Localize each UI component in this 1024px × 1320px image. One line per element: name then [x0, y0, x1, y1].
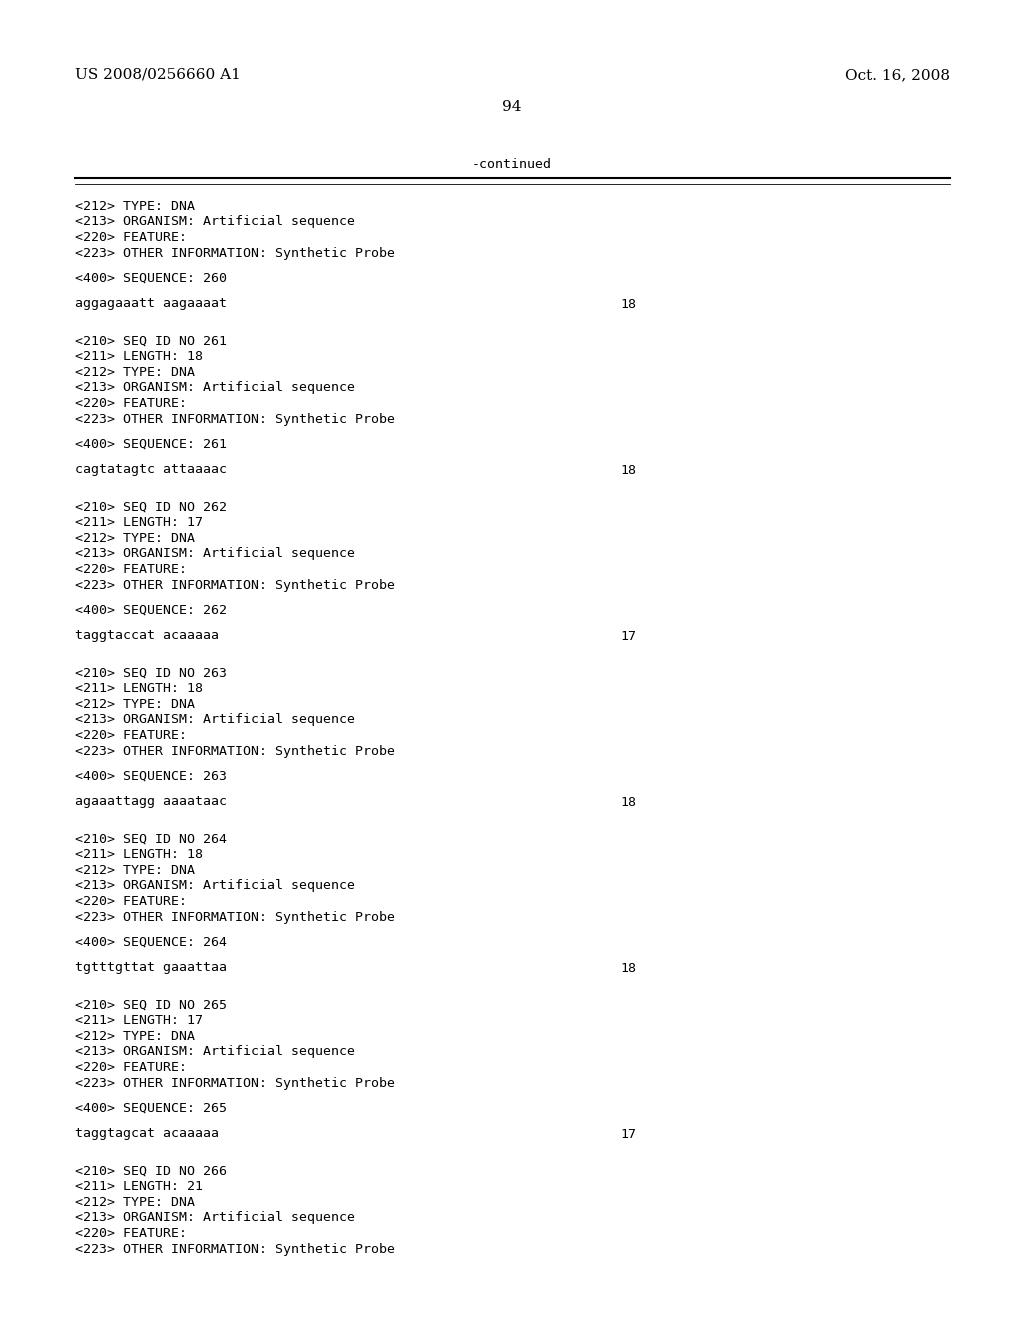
Text: <223> OTHER INFORMATION: Synthetic Probe: <223> OTHER INFORMATION: Synthetic Probe	[75, 412, 395, 425]
Text: <220> FEATURE:: <220> FEATURE:	[75, 564, 187, 576]
Text: <211> LENGTH: 21: <211> LENGTH: 21	[75, 1180, 203, 1193]
Text: <223> OTHER INFORMATION: Synthetic Probe: <223> OTHER INFORMATION: Synthetic Probe	[75, 1242, 395, 1255]
Text: <212> TYPE: DNA: <212> TYPE: DNA	[75, 366, 195, 379]
Text: <220> FEATURE:: <220> FEATURE:	[75, 397, 187, 411]
Text: <210> SEQ ID NO 266: <210> SEQ ID NO 266	[75, 1166, 227, 1177]
Text: <220> FEATURE:: <220> FEATURE:	[75, 729, 187, 742]
Text: <211> LENGTH: 17: <211> LENGTH: 17	[75, 1015, 203, 1027]
Text: <223> OTHER INFORMATION: Synthetic Probe: <223> OTHER INFORMATION: Synthetic Probe	[75, 578, 395, 591]
Text: <220> FEATURE:: <220> FEATURE:	[75, 895, 187, 908]
Text: <400> SEQUENCE: 265: <400> SEQUENCE: 265	[75, 1102, 227, 1115]
Text: <223> OTHER INFORMATION: Synthetic Probe: <223> OTHER INFORMATION: Synthetic Probe	[75, 911, 395, 924]
Text: <211> LENGTH: 18: <211> LENGTH: 18	[75, 849, 203, 862]
Text: <212> TYPE: DNA: <212> TYPE: DNA	[75, 532, 195, 545]
Text: 18: 18	[620, 463, 636, 477]
Text: <213> ORGANISM: Artificial sequence: <213> ORGANISM: Artificial sequence	[75, 548, 355, 561]
Text: taggtaccat acaaaaa: taggtaccat acaaaaa	[75, 630, 219, 643]
Text: <400> SEQUENCE: 260: <400> SEQUENCE: 260	[75, 272, 227, 285]
Text: <400> SEQUENCE: 262: <400> SEQUENCE: 262	[75, 605, 227, 616]
Text: US 2008/0256660 A1: US 2008/0256660 A1	[75, 69, 241, 82]
Text: 18: 18	[620, 297, 636, 310]
Text: <213> ORGANISM: Artificial sequence: <213> ORGANISM: Artificial sequence	[75, 879, 355, 892]
Text: <223> OTHER INFORMATION: Synthetic Probe: <223> OTHER INFORMATION: Synthetic Probe	[75, 247, 395, 260]
Text: <213> ORGANISM: Artificial sequence: <213> ORGANISM: Artificial sequence	[75, 714, 355, 726]
Text: 17: 17	[620, 630, 636, 643]
Text: <212> TYPE: DNA: <212> TYPE: DNA	[75, 1030, 195, 1043]
Text: <223> OTHER INFORMATION: Synthetic Probe: <223> OTHER INFORMATION: Synthetic Probe	[75, 744, 395, 758]
Text: 17: 17	[620, 1127, 636, 1140]
Text: <212> TYPE: DNA: <212> TYPE: DNA	[75, 865, 195, 876]
Text: <210> SEQ ID NO 262: <210> SEQ ID NO 262	[75, 502, 227, 513]
Text: 94: 94	[502, 100, 522, 114]
Text: <210> SEQ ID NO 263: <210> SEQ ID NO 263	[75, 667, 227, 680]
Text: -continued: -continued	[472, 158, 552, 172]
Text: <211> LENGTH: 18: <211> LENGTH: 18	[75, 351, 203, 363]
Text: 18: 18	[620, 961, 636, 974]
Text: <400> SEQUENCE: 263: <400> SEQUENCE: 263	[75, 770, 227, 783]
Text: <220> FEATURE:: <220> FEATURE:	[75, 1061, 187, 1074]
Text: Oct. 16, 2008: Oct. 16, 2008	[845, 69, 950, 82]
Text: <212> TYPE: DNA: <212> TYPE: DNA	[75, 1196, 195, 1209]
Text: cagtatagtc attaaaac: cagtatagtc attaaaac	[75, 463, 227, 477]
Text: <213> ORGANISM: Artificial sequence: <213> ORGANISM: Artificial sequence	[75, 1045, 355, 1059]
Text: aggagaaatt aagaaaat: aggagaaatt aagaaaat	[75, 297, 227, 310]
Text: <213> ORGANISM: Artificial sequence: <213> ORGANISM: Artificial sequence	[75, 215, 355, 228]
Text: <210> SEQ ID NO 265: <210> SEQ ID NO 265	[75, 999, 227, 1012]
Text: <220> FEATURE:: <220> FEATURE:	[75, 1228, 187, 1239]
Text: <210> SEQ ID NO 264: <210> SEQ ID NO 264	[75, 833, 227, 846]
Text: 18: 18	[620, 796, 636, 808]
Text: <213> ORGANISM: Artificial sequence: <213> ORGANISM: Artificial sequence	[75, 1212, 355, 1225]
Text: <212> TYPE: DNA: <212> TYPE: DNA	[75, 698, 195, 711]
Text: <400> SEQUENCE: 261: <400> SEQUENCE: 261	[75, 438, 227, 451]
Text: <213> ORGANISM: Artificial sequence: <213> ORGANISM: Artificial sequence	[75, 381, 355, 395]
Text: <212> TYPE: DNA: <212> TYPE: DNA	[75, 201, 195, 213]
Text: <223> OTHER INFORMATION: Synthetic Probe: <223> OTHER INFORMATION: Synthetic Probe	[75, 1077, 395, 1089]
Text: <400> SEQUENCE: 264: <400> SEQUENCE: 264	[75, 936, 227, 949]
Text: taggtagcat acaaaaa: taggtagcat acaaaaa	[75, 1127, 219, 1140]
Text: <211> LENGTH: 17: <211> LENGTH: 17	[75, 516, 203, 529]
Text: <210> SEQ ID NO 261: <210> SEQ ID NO 261	[75, 335, 227, 348]
Text: <220> FEATURE:: <220> FEATURE:	[75, 231, 187, 244]
Text: agaaattagg aaaataac: agaaattagg aaaataac	[75, 796, 227, 808]
Text: tgtttgttat gaaattaa: tgtttgttat gaaattaa	[75, 961, 227, 974]
Text: <211> LENGTH: 18: <211> LENGTH: 18	[75, 682, 203, 696]
